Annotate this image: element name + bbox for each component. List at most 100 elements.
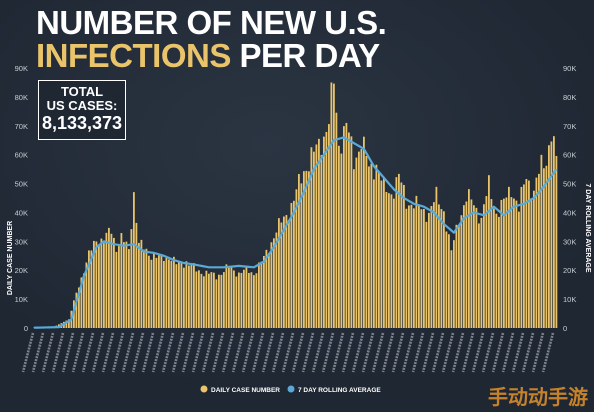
bar-day-178 [478,223,480,328]
total-cases-value: 8,133,373 [41,113,123,133]
bar-day-63 [190,264,193,328]
x-tick-36 [111,332,125,373]
bar-day-28 [103,243,105,328]
bar-day-96 [273,238,275,328]
x-tick-180 [471,332,485,373]
bar-day-198 [528,180,530,328]
bar-day-48 [153,253,155,328]
x-tick-16 [61,332,75,373]
y-axis-right-label: 7 DAY ROLLING AVERAGE [584,183,591,272]
bar-day-74 [218,274,220,328]
bar-day-26 [98,245,100,328]
bar-day-189 [505,197,508,328]
bar-day-47 [150,259,153,328]
x-tick-196 [511,332,525,373]
bar-day-130 [358,151,360,328]
bar-day-140 [383,176,385,328]
bar-day-180 [483,204,485,328]
x-tick-104 [281,332,295,373]
legend-label-daily: DAILY CASE NUMBER [211,387,280,394]
bar-day-95 [270,242,273,328]
x-tick-44 [131,332,145,373]
bar-day-35 [120,233,123,328]
x-tick-152 [401,332,415,373]
bar-day-22 [88,250,90,328]
x-tick-164 [431,332,445,373]
bar-day-128 [353,169,355,328]
y-tick-left-30K: 30K [15,237,28,246]
x-tick-144 [381,332,395,373]
bar-day-39 [130,229,133,328]
bar-day-116 [323,136,325,328]
bar-day-75 [220,274,223,328]
bar-day-158 [428,212,430,328]
bar-day-186 [498,216,500,328]
bar-day-174 [468,189,470,328]
bar-day-66 [198,270,200,328]
x-tick-40 [121,332,135,373]
bar-day-193 [515,200,518,328]
bar-day-192 [513,198,515,328]
bar-day-125 [345,122,348,329]
bar-day-159 [430,206,433,328]
bar-day-43 [140,239,143,328]
y-tick-left-60K: 60K [15,151,28,160]
bar-day-107 [300,183,303,328]
x-tick-148 [391,332,405,373]
bar-day-144 [393,198,395,328]
bar-day-202 [538,173,540,328]
bar-series [33,82,558,329]
bar-day-80 [233,270,235,328]
y-tick-left-50K: 50K [15,180,28,189]
x-tick-160 [421,332,435,373]
bar-day-67 [200,273,203,328]
bar-day-201 [535,177,538,328]
bar-day-119 [330,82,333,328]
bar-day-181 [485,196,488,328]
x-tick-124 [331,332,345,373]
bar-day-208 [553,136,555,328]
bar-day-64 [193,263,195,328]
bar-day-69 [205,270,208,328]
watermark: 手动动手游 [488,385,588,409]
bar-day-188 [503,198,505,328]
bar-day-200 [533,190,535,328]
chart-title-highlight: INFECTIONS [36,37,231,74]
y-tick-right-30K: 30K [563,237,576,246]
bar-day-183 [490,199,493,328]
bar-day-14 [68,319,70,328]
x-tick-108 [291,332,305,373]
bar-day-135 [370,163,373,328]
bar-day-126 [348,132,350,328]
bar-day-105 [295,189,298,328]
bar-day-133 [365,156,368,328]
chart-title-rest: PER DAY [230,37,381,74]
bar-day-104 [293,200,295,328]
legend: DAILY CASE NUMBER 7 DAY ROLLING AVERAGE [200,385,381,394]
bar-day-88 [253,275,255,328]
bar-day-34 [118,246,120,328]
bar-day-37 [125,241,128,328]
bar-day-29 [105,232,108,328]
x-axis [21,332,555,373]
x-tick-52 [151,332,165,373]
bar-day-179 [480,217,483,328]
bar-day-85 [245,265,248,328]
bar-day-54 [168,259,170,328]
bar-day-94 [268,253,270,328]
bar-day-68 [203,276,205,328]
bar-day-169 [455,224,458,328]
bar-day-23 [90,250,93,328]
x-tick-0 [21,332,35,373]
x-tick-128 [341,332,355,373]
bar-day-184 [493,208,495,328]
bar-day-53 [165,256,168,328]
bar-day-115 [320,155,323,328]
x-tick-92 [251,332,265,373]
bar-day-146 [398,173,400,328]
bar-day-141 [385,191,388,328]
bar-day-118 [328,124,330,328]
bar-day-61 [185,261,188,328]
chart-title-line-1: NUMBER OF NEW U.S. [36,4,387,41]
bar-day-18 [78,287,80,328]
